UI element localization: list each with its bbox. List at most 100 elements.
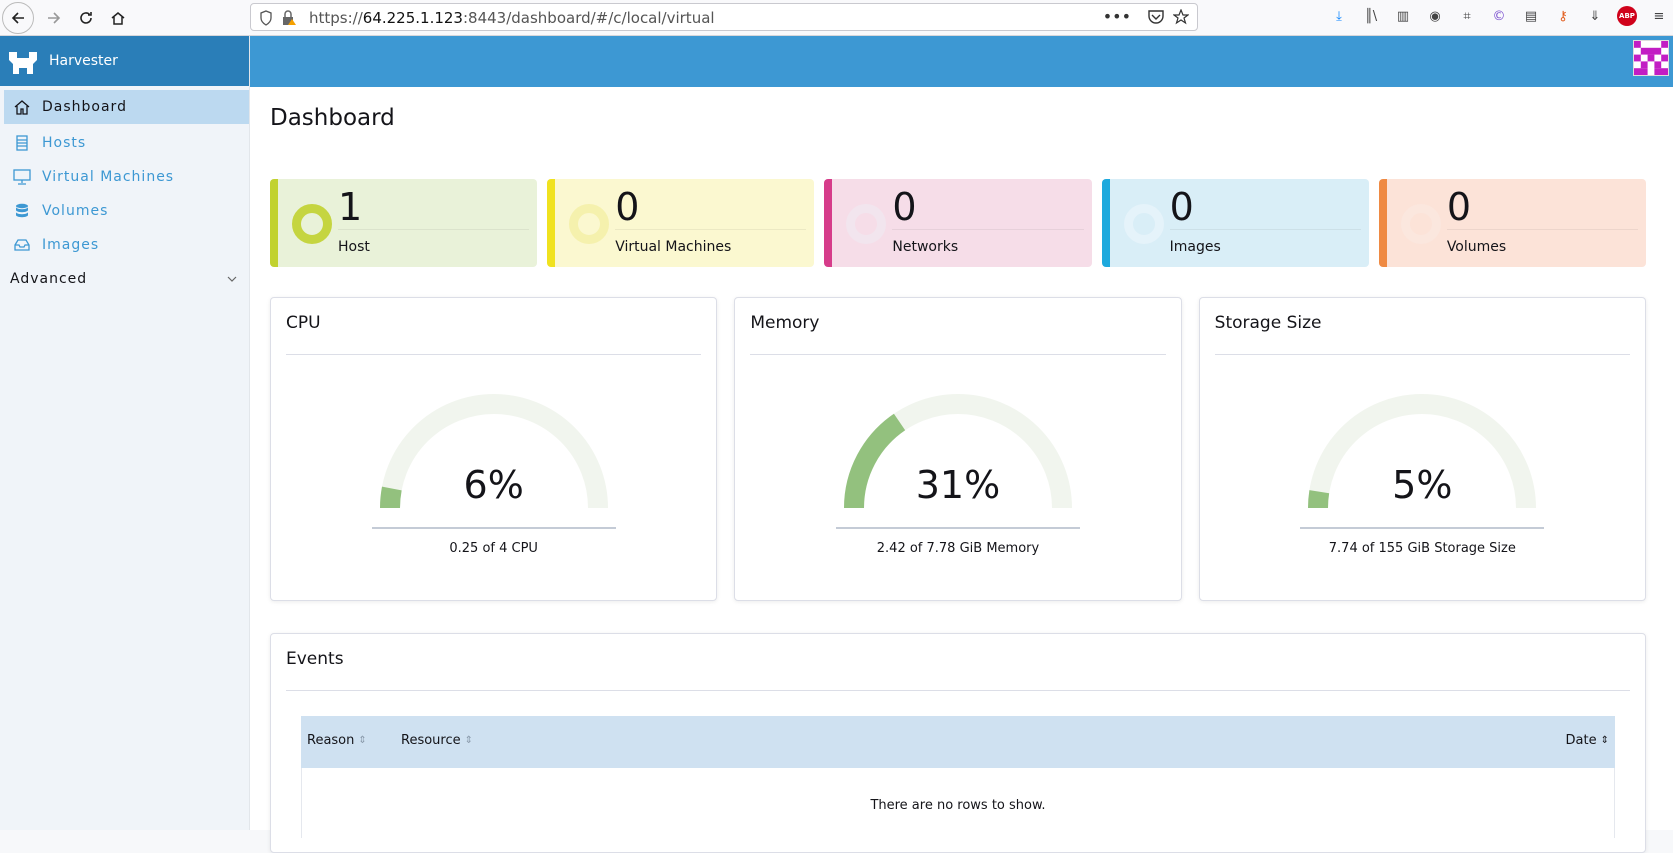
gauge-subtitle: 0.25 of 4 CPU (449, 541, 538, 556)
toolbar-icons: ⤓ ║\ ▥ ◉ ⌗ © ▤ ⚷ ⇓ ABP ≡ (1329, 6, 1669, 26)
sidebar-item-label: Hosts (42, 135, 87, 151)
ring-icon (569, 204, 610, 244)
server-icon (12, 133, 32, 153)
sidebar-group-label: Advanced (10, 271, 88, 287)
gauge-title: Memory (750, 313, 820, 333)
url-text: https://64.225.1.123:8443/dashboard/#/c/… (309, 9, 715, 27)
sidebar-item-label: Volumes (42, 203, 109, 219)
app-header (250, 36, 1673, 87)
account-icon[interactable]: ◉ (1429, 8, 1441, 24)
count-value: 0 (892, 185, 917, 229)
column-header-resource[interactable]: Resource ⇕ (401, 733, 473, 748)
gauge-baseline (1300, 527, 1545, 529)
table-header: Reason ⇕ Resource ⇕ Date ⇕ (301, 716, 1615, 768)
menu-icon[interactable]: ≡ (1653, 8, 1665, 24)
divider (750, 354, 1166, 355)
brand-header[interactable]: Harvester (0, 36, 249, 86)
star-icon[interactable] (1173, 9, 1189, 25)
sort-icon: ⇕ (464, 735, 474, 746)
divider (1214, 354, 1630, 355)
events-title: Events (286, 649, 344, 669)
resource-counts: 1 Host 0 Virtual Machines 0 Networks 0 I… (270, 179, 1647, 267)
empty-state: There are no rows to show. (301, 768, 1615, 838)
sidebar-item-label: Images (42, 237, 100, 253)
divider (892, 229, 1084, 230)
gauge-percent: 6% (463, 463, 524, 507)
library-icon[interactable]: ║\ (1364, 8, 1378, 24)
monitor-icon (12, 167, 32, 187)
gauge-subtitle: 7.74 of 155 GiB Storage Size (1328, 541, 1516, 556)
divider (338, 229, 530, 230)
ring-icon (1400, 204, 1441, 244)
shield-icon (260, 10, 272, 26)
crop-icon[interactable]: ⌗ (1463, 8, 1471, 24)
main-content: Dashboard 1 Host 0 Virtual Machines 0 Ne… (250, 87, 1673, 853)
column-header-date[interactable]: Date ⇕ (1566, 733, 1609, 748)
reload-button[interactable] (70, 2, 102, 34)
sidebar-icon[interactable]: ▥ (1396, 8, 1410, 24)
ring-icon (292, 204, 332, 244)
pocket-icon[interactable] (1147, 9, 1165, 25)
adblock-icon[interactable]: ABP (1617, 6, 1637, 26)
identicon-icon (1634, 41, 1668, 75)
column-label: Reason (307, 733, 355, 748)
arrow-left-icon (11, 12, 24, 24)
home-icon (12, 97, 32, 117)
ring-icon (1123, 204, 1164, 244)
lock-warning-icon (283, 10, 296, 25)
gauge-percent: 5% (1392, 463, 1453, 507)
count-label: Volumes (1446, 239, 1507, 255)
divider (286, 690, 1630, 691)
extension-stack-icon[interactable]: ▤ (1524, 8, 1538, 24)
gauge-fill (379, 486, 402, 509)
chevron-down-icon (227, 276, 237, 282)
count-label: Networks (892, 239, 959, 255)
extension-key-icon[interactable]: ⚷ (1558, 8, 1568, 24)
gauge-title: CPU (286, 313, 321, 333)
gauge-arc (379, 394, 608, 509)
sidebar-item-hosts[interactable]: Hosts (0, 126, 249, 160)
sidebar-item-volumes[interactable]: Volumes (0, 194, 249, 228)
sidebar-item-dashboard[interactable]: Dashboard (4, 90, 249, 124)
count-card-host[interactable]: 1 Host (270, 179, 538, 267)
url-path: :8443/dashboard/#/c/local/virtual (462, 9, 715, 27)
extension-c-icon[interactable]: © (1492, 8, 1506, 24)
harvester-logo-icon (9, 52, 37, 74)
address-bar[interactable]: https://64.225.1.123:8443/dashboard/#/c/… (250, 3, 1198, 31)
count-label: Host (338, 239, 370, 255)
sidebar-item-label: Virtual Machines (42, 169, 175, 185)
events-table: Reason ⇕ Resource ⇕ Date ⇕ There are no … (301, 716, 1615, 838)
gauge-card-storage: Storage Size 5% 7.74 of 155 GiB Storage … (1198, 297, 1646, 601)
events-panel: Events Reason ⇕ Resource ⇕ Date ⇕ There … (270, 633, 1646, 853)
download-icon[interactable]: ⤓ (1336, 8, 1342, 24)
sidebar: Harvester Dashboard Hosts Virtual Machin… (0, 36, 250, 830)
download-arrow-icon[interactable]: ⇓ (1589, 8, 1601, 24)
brand-name: Harvester (49, 53, 118, 69)
sidebar-group-advanced[interactable]: Advanced (0, 262, 249, 296)
forward-button[interactable] (38, 2, 70, 34)
sidebar-item-virtual-machines[interactable]: Virtual Machines (0, 160, 249, 194)
count-card-images[interactable]: 0 Images (1101, 179, 1369, 267)
count-value: 0 (1169, 185, 1194, 229)
column-header-reason[interactable]: Reason ⇕ (307, 733, 367, 748)
gauge-subtitle: 2.42 of 7.78 GiB Memory (876, 541, 1040, 556)
count-value: 0 (615, 185, 640, 229)
gauge-baseline (835, 527, 1080, 529)
count-card-virtual-machines[interactable]: 0 Virtual Machines (547, 179, 815, 267)
home-button[interactable] (102, 2, 134, 34)
browser-toolbar: https://64.225.1.123:8443/dashboard/#/c/… (0, 0, 1673, 36)
url-host: 64.225.1.123 (362, 9, 463, 27)
avatar[interactable] (1633, 40, 1669, 76)
count-card-networks[interactable]: 0 Networks (824, 179, 1092, 267)
gauge-arc (843, 394, 1072, 509)
back-button[interactable] (2, 2, 34, 34)
count-card-volumes[interactable]: 0 Volumes (1378, 179, 1647, 267)
sidebar-item-images[interactable]: Images (0, 228, 249, 262)
gauge-track (379, 394, 608, 509)
divider (615, 229, 807, 230)
divider (1169, 229, 1361, 230)
page-title: Dashboard (270, 105, 395, 131)
arrow-right-icon (48, 12, 61, 24)
sidebar-item-label: Dashboard (42, 99, 127, 115)
more-icon[interactable]: ••• (1102, 7, 1131, 26)
